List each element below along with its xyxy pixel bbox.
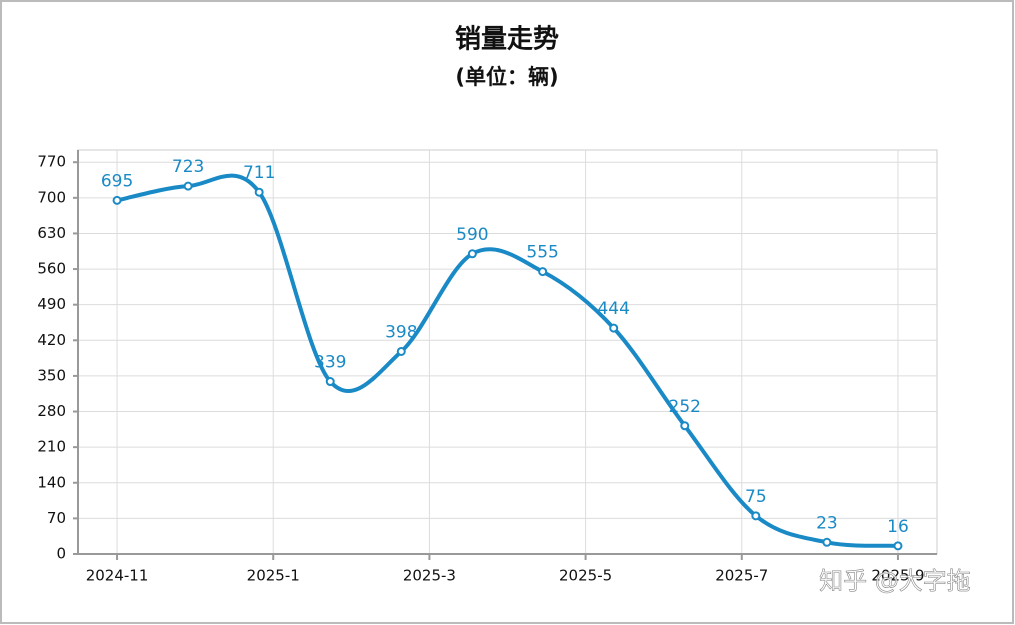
chart-subtitle: (单位：辆)	[455, 65, 558, 89]
data-label: 339	[314, 353, 346, 373]
y-tick-label: 560	[37, 260, 66, 278]
data-label: 398	[385, 322, 417, 342]
point	[893, 541, 903, 551]
y-tick-label: 630	[37, 224, 66, 242]
y-tick-label: 350	[37, 366, 66, 384]
x-tick-label: 2025-7	[715, 567, 768, 585]
point	[609, 323, 619, 333]
x-tick-label: 2024-11	[86, 567, 149, 585]
y-tick-label: 420	[37, 331, 66, 349]
point	[467, 249, 477, 259]
y-tick-label: 70	[47, 509, 66, 527]
x-tick-label: 2025-3	[403, 567, 456, 585]
point	[112, 195, 122, 205]
y-tick-label: 210	[37, 438, 66, 456]
point	[680, 421, 690, 431]
point	[538, 267, 548, 277]
chart-title: 销量走势	[455, 25, 559, 55]
y-tick-label: 490	[37, 295, 66, 313]
point	[822, 537, 832, 547]
plot-area	[77, 149, 938, 555]
y-tick-label: 0	[56, 545, 66, 563]
data-label: 695	[101, 171, 133, 191]
y-tick-label: 280	[37, 402, 66, 420]
data-label: 555	[526, 243, 558, 263]
y-tick-label: 700	[37, 188, 66, 206]
x-tick-label: 2025-9	[871, 567, 924, 585]
data-label: 75	[745, 487, 767, 507]
point	[183, 181, 193, 191]
grid: 0 70 140 210 280 350 420 490 560 630 700 770 2024-11…	[37, 149, 938, 585]
y-tick-label: 770	[37, 153, 66, 171]
x-tick-label: 2025-1	[247, 567, 300, 585]
data-label: 16	[887, 517, 909, 537]
point	[751, 511, 761, 521]
y-tick-label: 140	[37, 473, 66, 491]
data-label: 252	[669, 397, 701, 417]
watermark: 知乎 @大字拖	[819, 567, 971, 595]
x-tick-label: 2025-5	[559, 567, 612, 585]
point	[325, 377, 335, 387]
data-label: 23	[816, 513, 838, 533]
point	[254, 187, 264, 197]
data-label: 444	[597, 299, 629, 319]
data-label: 723	[172, 157, 204, 177]
data-label: 711	[243, 163, 275, 183]
plot: 695 723 711 339 398 590 555 444 252 75 23 16	[101, 157, 909, 551]
data-label: 590	[456, 225, 488, 245]
point	[396, 346, 406, 356]
